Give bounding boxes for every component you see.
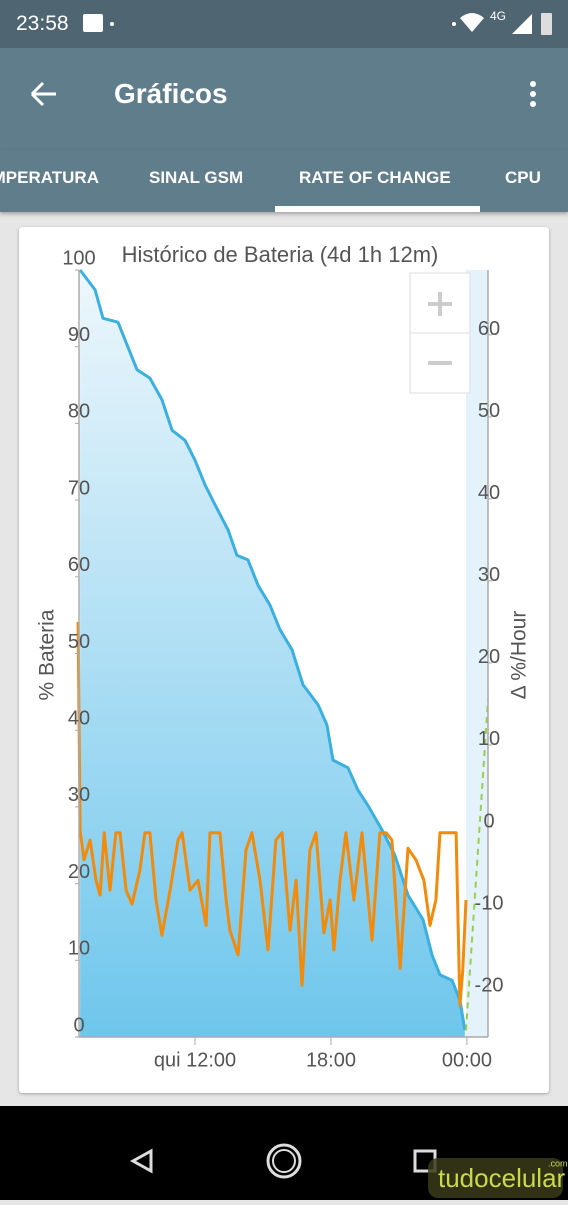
line [76, 621, 468, 1007]
tab[interactable]: RATE OF CHANGE [299, 168, 451, 187]
tab[interactable]: CPU [505, 168, 541, 187]
x-tick-label: 18:00 [306, 1049, 356, 1071]
y-tick-label: 30 [68, 784, 90, 806]
app-bar: Gráficos [0, 48, 568, 150]
y-tick-label: 0 [73, 1014, 84, 1036]
chart-title: Histórico de Bateria (4d 1h 12m) [122, 242, 439, 267]
y-tick-label: 10 [68, 938, 90, 960]
back-button[interactable] [30, 81, 56, 107]
plot-tail [466, 270, 488, 1037]
y-tick-label: 50 [68, 631, 90, 653]
y-tick-label: 90 [68, 324, 90, 346]
watermark: tudocelular [438, 1163, 566, 1193]
y2-tick-label: 0 [483, 810, 494, 832]
tab[interactable]: TEMPERATURA [0, 168, 99, 187]
nav-icons: tudocelular .com [129, 1143, 568, 1198]
nav-home[interactable] [266, 1143, 302, 1179]
y2-tick-label: 60 [478, 318, 500, 340]
tab-bar: TEMPERATURA SINAL GSM RATE OF CHANGE CPU [0, 150, 568, 212]
y2-tick-label: -20 [475, 974, 504, 996]
y-tick-label: 40 [68, 707, 90, 729]
y-tick-label: 80 [68, 401, 90, 423]
y2-tick-label: 50 [478, 400, 500, 422]
app-bar-icons [30, 81, 536, 107]
y2-tick-label: -10 [475, 892, 504, 914]
x-tick-label: 00:00 [442, 1049, 492, 1071]
x-tick-label: qui 12:00 [154, 1049, 236, 1071]
y-axis-title: % Bateria [36, 609, 59, 700]
y2-tick-label: 40 [478, 482, 500, 504]
nav-bar: tudocelular .com [0, 1106, 568, 1200]
zoom-in[interactable] [428, 292, 452, 316]
zoom-control [409, 272, 471, 394]
menu-button[interactable] [530, 81, 536, 107]
y-tick-label: 20 [68, 861, 90, 883]
watermark-suffix: .com [548, 1158, 568, 1168]
y2-tick-label: 20 [478, 646, 500, 668]
y-tick-label: 60 [68, 554, 90, 576]
y-tick-label: 100 [62, 247, 95, 269]
area [80, 270, 465, 1037]
network: 4G [490, 9, 506, 23]
status-icons: 4G [83, 9, 552, 35]
y2-axis-title: Δ %/Hour [508, 611, 531, 700]
clock: 23:58 [16, 12, 69, 35]
y2-tick-label: 10 [478, 728, 500, 750]
tab[interactable]: SINAL GSM [149, 168, 244, 187]
y-tick-label: 70 [68, 477, 90, 499]
tab-indicator [275, 206, 480, 212]
line [78, 269, 467, 1031]
app-title: Gráficos [114, 78, 228, 109]
status-bar: 23:58 4G [0, 0, 568, 48]
line [465, 699, 489, 1031]
nav-back[interactable] [129, 1148, 153, 1174]
y2-tick-label: 30 [478, 564, 500, 586]
